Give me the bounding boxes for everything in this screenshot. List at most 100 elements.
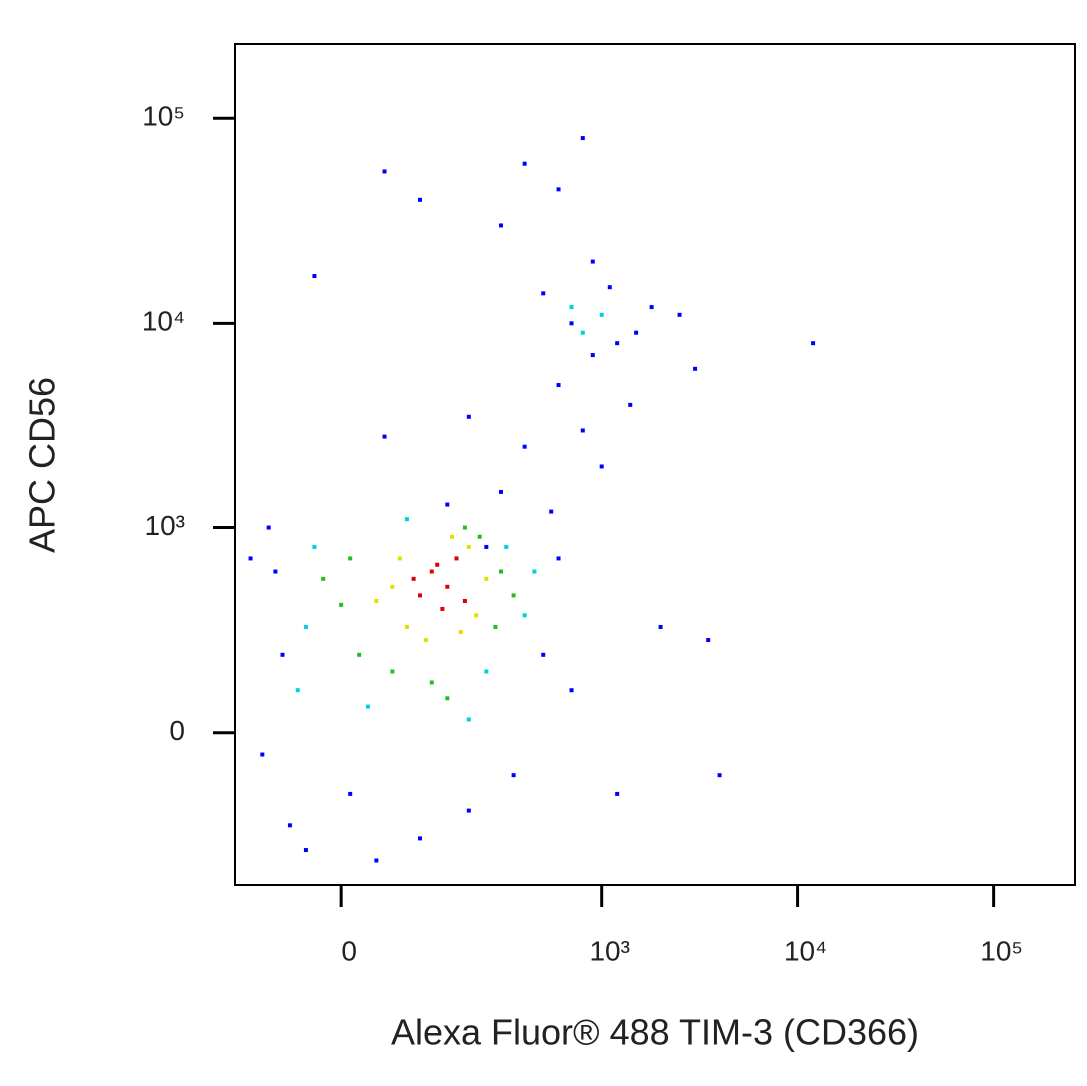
data-point [634, 330, 639, 335]
data-point [658, 624, 663, 629]
data-point [590, 353, 595, 358]
data-point [462, 598, 467, 603]
data-point [499, 223, 504, 228]
data-point [273, 569, 278, 574]
data-point [541, 291, 546, 296]
y-tick-label: 0 [169, 715, 185, 746]
data-point [303, 848, 308, 853]
data-point [429, 569, 434, 574]
data-point [440, 606, 445, 611]
data-point [580, 330, 585, 335]
data-point [717, 773, 722, 778]
data-point [493, 624, 498, 629]
data-point [445, 584, 450, 589]
data-point [466, 414, 471, 419]
data-point [569, 321, 574, 326]
data-point [580, 428, 585, 433]
data-point [312, 544, 317, 549]
data-point [615, 791, 620, 796]
data-point [445, 502, 450, 507]
data-point [590, 259, 595, 264]
data-point [522, 613, 527, 618]
data-point [321, 576, 326, 581]
data-point [462, 525, 467, 530]
data-point [811, 341, 816, 346]
data-point [348, 791, 353, 796]
data-point [374, 598, 379, 603]
x-tick-label: 0 [341, 935, 357, 966]
data-point [569, 305, 574, 310]
data-point [458, 630, 463, 635]
data-point [295, 688, 300, 693]
data-point [417, 836, 422, 841]
data-point [607, 285, 612, 290]
x-tick-label: 10⁴ [784, 935, 827, 966]
data-point [266, 525, 271, 530]
data-point [390, 669, 395, 674]
data-point [522, 444, 527, 449]
data-point [303, 624, 308, 629]
data-point [404, 624, 409, 629]
data-point [466, 717, 471, 722]
data-point [348, 556, 353, 561]
x-tick-label: 10³ [589, 935, 629, 966]
data-point [429, 680, 434, 685]
y-tick-label: 10⁴ [142, 306, 185, 337]
data-point [504, 544, 509, 549]
data-point [260, 752, 265, 757]
data-point [287, 823, 292, 828]
data-point [445, 696, 450, 701]
data-point [382, 434, 387, 439]
data-point [484, 544, 489, 549]
data-point [411, 576, 416, 581]
data-point [397, 556, 402, 561]
data-point [435, 562, 440, 567]
data-point [556, 556, 561, 561]
data-point [549, 509, 554, 514]
x-axis-title: Alexa Fluor® 488 TIM-3 (CD366) [391, 1012, 919, 1053]
plot-frame [234, 43, 1076, 886]
data-point [454, 556, 459, 561]
y-tick-label: 10⁵ [142, 101, 185, 132]
data-point [390, 584, 395, 589]
data-point [404, 517, 409, 522]
data-point [615, 341, 620, 346]
data-point [474, 613, 479, 618]
data-point [580, 136, 585, 141]
data-point [382, 169, 387, 174]
data-point [556, 383, 561, 388]
data-point [466, 544, 471, 549]
data-point [628, 402, 633, 407]
data-point [466, 808, 471, 813]
data-point [417, 593, 422, 598]
data-point [556, 187, 561, 192]
data-point [248, 556, 253, 561]
data-point [312, 274, 317, 279]
data-point [599, 464, 604, 469]
data-point [374, 858, 379, 863]
data-point [484, 576, 489, 581]
data-point [706, 638, 711, 643]
x-tick-label: 10⁵ [980, 935, 1023, 966]
data-point [677, 312, 682, 317]
data-point [649, 305, 654, 310]
data-point [499, 489, 504, 494]
data-point [532, 569, 537, 574]
data-point [541, 652, 546, 657]
data-point [511, 593, 516, 598]
data-point [522, 161, 527, 166]
data-point [424, 638, 429, 643]
data-point [484, 669, 489, 674]
data-point [693, 366, 698, 371]
data-point [511, 773, 516, 778]
data-point [417, 197, 422, 202]
data-point [450, 534, 455, 539]
data-point [499, 569, 504, 574]
data-point [339, 602, 344, 607]
data-point [599, 312, 604, 317]
data-point [365, 704, 370, 709]
data-point [357, 652, 362, 657]
data-point [280, 652, 285, 657]
